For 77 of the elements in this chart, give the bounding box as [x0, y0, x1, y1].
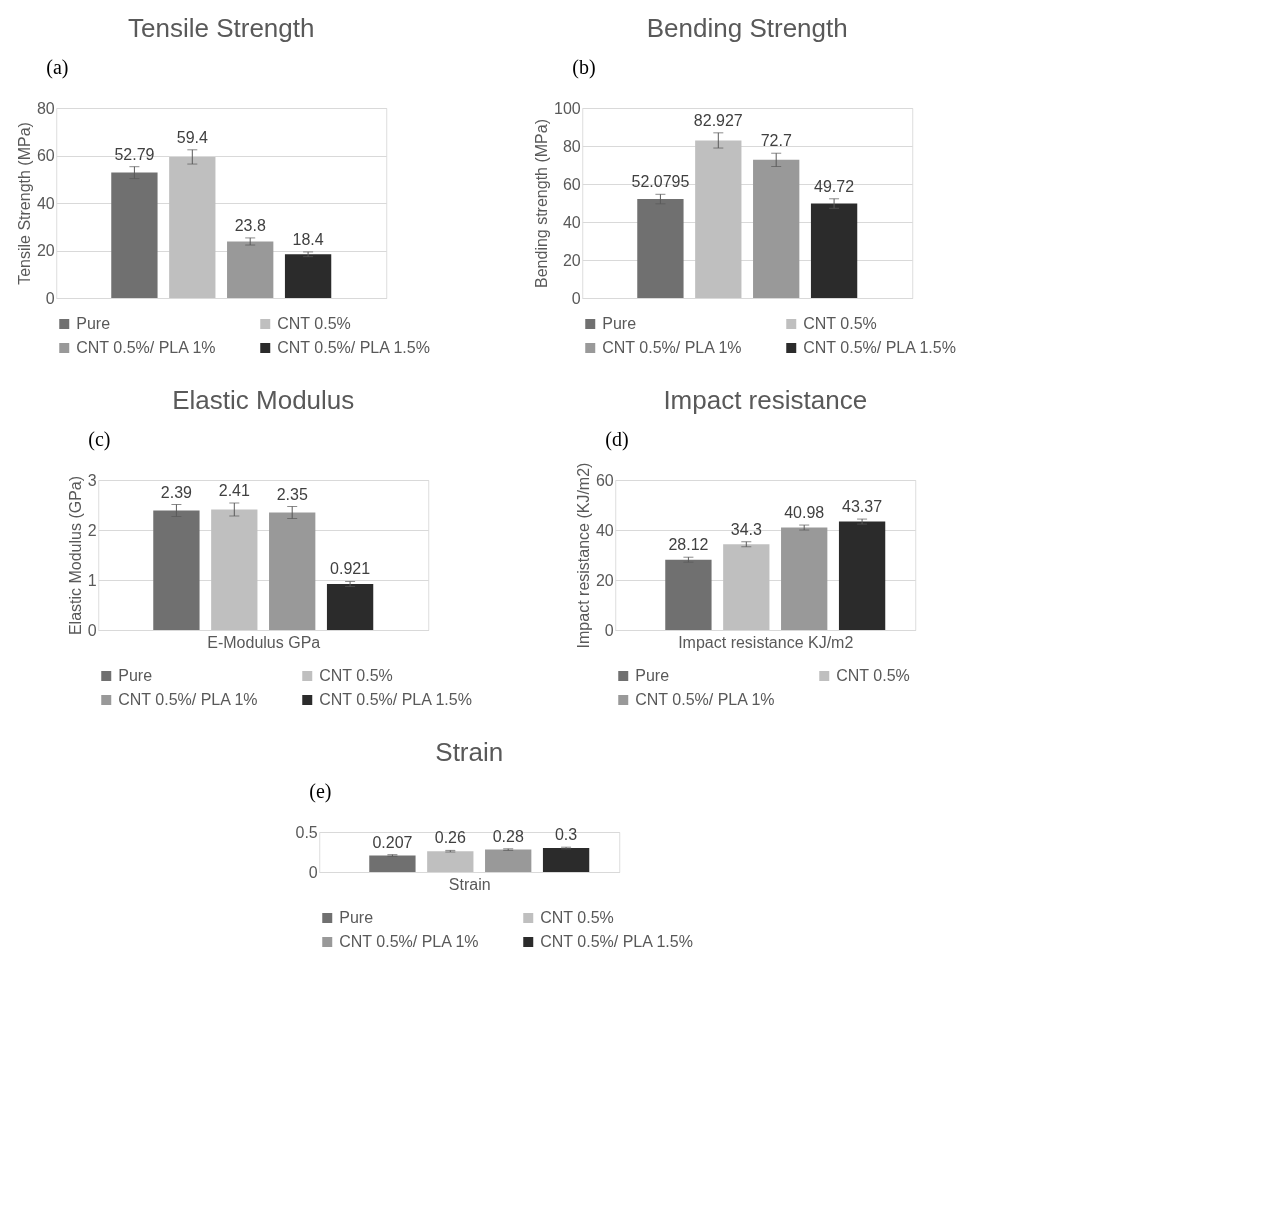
data-label: 2.39: [160, 483, 193, 501]
legend-label: CNT 0.5%/ PLA 1%: [602, 339, 742, 356]
data-label: 34.3: [730, 520, 762, 538]
text: (e): [309, 780, 332, 803]
y-tick-label: 0: [87, 621, 97, 639]
text: (b): [572, 56, 596, 79]
text: (a): [46, 56, 69, 79]
y-axis-title: Bending strength (MPa): [533, 119, 551, 288]
legend-label: Pure: [635, 667, 670, 684]
legend-label: CNT 0.5%/ PLA 1.5%: [803, 339, 956, 356]
legend-label: CNT 0.5%: [836, 667, 910, 684]
data-label: 40.98: [784, 504, 825, 522]
data-label: 23.8: [234, 216, 266, 234]
y-tick-label: 0.5: [295, 823, 318, 841]
legend-label: Pure: [339, 909, 374, 926]
legend-label: CNT 0.5%/ PLA 1%: [118, 691, 258, 708]
y-tick-label: 40: [562, 213, 581, 231]
legend-label: CNT 0.5%: [540, 909, 614, 926]
data-label: 28.12: [668, 536, 709, 554]
legend-label: CNT 0.5%/ PLA 1.5%: [319, 691, 472, 708]
y-tick-label: 60: [595, 471, 614, 489]
y-tick-label: 80: [562, 137, 581, 155]
data-label: 0.26: [434, 829, 466, 847]
y-axis-title: Tensile Strength (MPa): [15, 122, 33, 285]
data-label: 18.4: [292, 230, 324, 248]
data-label: 59.4: [176, 128, 208, 146]
chart-title: Impact resistance: [663, 385, 868, 415]
y-tick-label: 40: [36, 194, 55, 212]
y-tick-label: 40: [595, 521, 614, 539]
y-tick-label: 60: [36, 147, 55, 164]
data-label: 2.35: [276, 485, 308, 503]
y-axis-title: Impact resistance (KJ/m2): [574, 462, 592, 649]
x-axis-title: Strain: [448, 875, 491, 893]
data-label: 0.3: [554, 826, 578, 844]
y-tick-label: 20: [36, 242, 55, 259]
chart-title: Elastic Modulus: [172, 385, 355, 415]
legend-label: Pure: [602, 315, 637, 332]
legend-label: CNT 0.5%/ PLA 1%: [76, 339, 216, 356]
data-label: 0.28: [492, 827, 524, 845]
y-tick-label: 0: [604, 621, 614, 639]
legend-label: CNT 0.5%: [319, 667, 393, 684]
legend-label: CNT 0.5%/ PLA 1%: [339, 933, 479, 950]
chart-title: Bending Strength: [646, 13, 848, 43]
y-tick-label: 0: [571, 289, 581, 307]
x-axis-title: Impact resistance KJ/m2: [678, 633, 854, 651]
y-tick-label: 20: [562, 251, 581, 269]
y-tick-label: 1: [87, 571, 97, 589]
data-label: 82.927: [693, 111, 743, 129]
chart-title: Tensile Strength: [128, 13, 315, 43]
y-tick-label: 100: [554, 99, 581, 117]
data-label: 43.37: [842, 498, 883, 516]
x-axis-title: E-Modulus GPa: [207, 633, 321, 651]
y-tick-label: 80: [36, 99, 55, 117]
y-tick-label: 20: [595, 571, 614, 589]
data-label: 0.207: [372, 833, 413, 851]
chart-title: Strain: [435, 737, 504, 767]
legend-label: Pure: [118, 667, 153, 684]
data-label: 0.921: [330, 560, 371, 578]
data-label: 52.0795: [631, 173, 690, 191]
data-label: 2.41: [218, 482, 250, 499]
y-axis-title: Elastic Modulus (GPa): [66, 475, 84, 636]
y-tick-label: 60: [562, 175, 581, 193]
legend-label: CNT 0.5%/ PLA 1%: [635, 691, 775, 708]
text: (d): [605, 428, 629, 451]
data-label: 49.72: [814, 177, 855, 195]
y-tick-label: 0: [308, 863, 318, 881]
legend-label: Pure: [76, 315, 111, 332]
data-label: 52.79: [114, 145, 155, 163]
y-tick-label: 2: [87, 521, 97, 539]
legend-label: CNT 0.5%/ PLA 1.5%: [540, 933, 693, 950]
legend-label: CNT 0.5%: [277, 315, 351, 332]
y-tick-label: 3: [87, 471, 97, 489]
y-tick-label: 0: [45, 289, 55, 307]
data-label: 72.7: [760, 132, 792, 150]
legend-label: CNT 0.5%/ PLA 1.5%: [277, 339, 430, 356]
legend-label: CNT 0.5%: [803, 315, 877, 332]
text: (c): [88, 428, 111, 451]
